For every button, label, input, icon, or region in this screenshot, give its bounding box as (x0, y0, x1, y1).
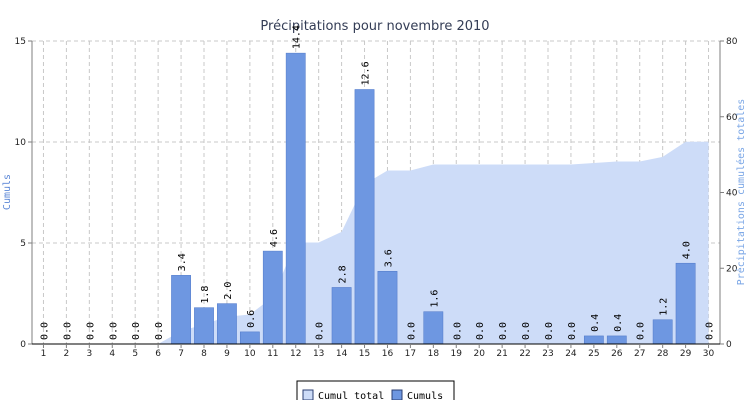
bar-value-label: 3.6 (383, 249, 394, 267)
legend-label: Cumuls (407, 391, 443, 400)
bar-value-label: 0.0 (498, 322, 509, 340)
x-tick-label: 5 (132, 349, 138, 359)
bar-value-label: 0.6 (246, 310, 257, 328)
x-tick-label: 21 (496, 349, 507, 359)
bar (606, 335, 627, 345)
bar-value-label: 2.0 (223, 282, 234, 300)
x-tick-label: 30 (703, 349, 715, 359)
bar-value-label: 12.6 (361, 61, 372, 85)
bar-value-label: 0.0 (85, 322, 96, 340)
bar-value-label: 1.8 (200, 286, 211, 304)
x-tick-label: 25 (588, 349, 599, 359)
legend-swatch (302, 389, 314, 400)
x-tick-label: 14 (336, 349, 348, 359)
bar-value-label: 0.0 (154, 322, 165, 340)
x-tick-label: 22 (519, 349, 530, 359)
x-tick-label: 6 (155, 349, 161, 359)
x-tick-label: 4 (109, 349, 115, 359)
x-tick-label: 15 (359, 349, 370, 359)
legend-box (296, 380, 455, 400)
y-axis-right-label: Précipitations cumulées totales (735, 99, 747, 286)
x-tick-label: 27 (634, 349, 645, 359)
y-tick-label-left: 15 (15, 37, 26, 47)
bar-value-label: 0.0 (315, 322, 326, 340)
y-tick-label-left: 0 (20, 340, 26, 350)
bar (331, 287, 352, 345)
bar-value-label: 0.0 (544, 322, 555, 340)
x-tick-label: 1 (41, 349, 47, 359)
x-tick-label: 9 (224, 349, 230, 359)
bar-value-label: 0.4 (613, 314, 624, 332)
cumulative-area (43, 141, 709, 344)
legend: Cumul total Cumuls (296, 380, 455, 400)
bar (217, 303, 237, 345)
x-tick-label: 13 (313, 349, 324, 359)
y-tick-label-left: 10 (15, 138, 27, 148)
bar (285, 52, 306, 345)
x-tick-label: 16 (382, 349, 394, 359)
bar-value-label: 14.4 (292, 25, 303, 49)
bar (239, 331, 260, 345)
bar-value-label: 0.0 (39, 322, 50, 340)
bar (354, 89, 375, 345)
bar-value-label: 0.0 (406, 322, 417, 340)
bar-value-label: 2.8 (338, 265, 349, 283)
x-tick-label: 29 (680, 349, 692, 359)
x-tick-label: 18 (428, 349, 440, 359)
x-tick-label: 7 (178, 349, 184, 359)
bar-value-label: 4.0 (682, 241, 693, 259)
bar-value-label: 1.6 (429, 290, 440, 308)
bar-value-label: 0.0 (62, 322, 73, 340)
bar-value-label: 0.0 (567, 322, 578, 340)
bar (377, 271, 398, 345)
x-tick-label: 2 (64, 349, 70, 359)
legend-swatch (391, 389, 403, 400)
x-tick-label: 17 (405, 349, 416, 359)
bars: 0.0 0.0 0.0 0.0 0.0 0.0 3.4 1.8 2.0 0.6 4.6 14.4 0.0… (39, 25, 716, 345)
area-cumul-total (43, 141, 709, 344)
bar-value-label: 0.0 (636, 322, 647, 340)
y-tick-label-right: 0 (726, 340, 732, 350)
chart-title: Précipitations pour novembre 2010 (260, 19, 489, 34)
bar-value-label: 4.6 (269, 229, 280, 247)
x-tick-label: 26 (611, 349, 623, 359)
bar (423, 311, 444, 345)
bar-value-label: 3.4 (177, 253, 188, 271)
bar (262, 250, 283, 345)
bar-value-label: 0.4 (590, 314, 601, 332)
y-tick-label-left: 5 (20, 239, 26, 249)
x-tick-label: 10 (244, 349, 256, 359)
bar-value-label: 0.0 (705, 322, 716, 340)
bar (171, 275, 191, 345)
bar (675, 262, 696, 345)
bar (583, 335, 604, 345)
bar-value-label: 1.2 (659, 298, 670, 316)
bar (194, 307, 214, 345)
y-axis-left-label: Cumuls (2, 174, 13, 210)
y-tick-label-right: 60 (726, 113, 738, 123)
x-tick-label: 11 (267, 349, 278, 359)
bar-value-label: 0.0 (108, 322, 119, 340)
x-tick-label: 8 (201, 349, 207, 359)
x-tick-label: 3 (86, 349, 92, 359)
x-tick-label: 20 (473, 349, 485, 359)
x-tick-label: 23 (542, 349, 553, 359)
bar-value-label: 0.0 (452, 322, 463, 340)
x-tick-label: 19 (451, 349, 463, 359)
x-tick-label: 12 (290, 349, 301, 359)
x-tick-label: 24 (565, 349, 577, 359)
bar-value-label: 0.0 (131, 322, 142, 340)
y-tick-label-right: 20 (726, 264, 738, 274)
y-tick-label-right: 40 (726, 189, 738, 199)
bar-value-label: 0.0 (521, 322, 532, 340)
y-tick-label-right: 80 (726, 37, 738, 47)
legend-label: Cumul total (318, 391, 384, 400)
x-tick-label: 28 (657, 349, 669, 359)
bar-value-label: 0.0 (475, 322, 486, 340)
bar (652, 319, 673, 345)
